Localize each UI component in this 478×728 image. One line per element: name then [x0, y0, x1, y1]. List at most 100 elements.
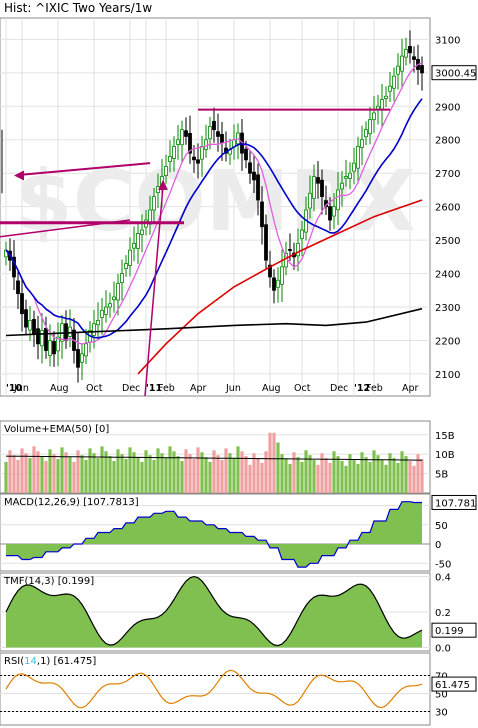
panel4-y-tick-2: 30	[435, 708, 448, 719]
candle-body	[164, 166, 168, 176]
volume-bar	[40, 456, 44, 493]
volume-y-tick-2: 5B	[435, 470, 448, 481]
candle-body	[384, 95, 388, 99]
volume-bar	[100, 446, 104, 493]
candle-body	[92, 323, 96, 336]
volume-bar	[240, 451, 244, 493]
volume-bar	[44, 460, 48, 493]
candle-body	[204, 139, 208, 150]
chart-title: Hist: ^IXIC Two Years/1w	[4, 1, 152, 15]
candle-body	[296, 243, 300, 257]
volume-bar	[32, 446, 36, 493]
volume-bar	[268, 432, 272, 493]
volume-bar	[224, 448, 228, 493]
x-label-10: Oct	[294, 383, 311, 394]
panel2-last-label: 107.781	[435, 498, 476, 509]
candle-body	[420, 65, 424, 74]
volume-bar	[140, 461, 144, 493]
candle-body	[36, 328, 40, 345]
volume-ema-line	[5, 455, 423, 461]
panel3-last-box	[431, 622, 477, 638]
candle-body	[56, 336, 60, 352]
candle-body	[392, 75, 396, 89]
volume-bar	[180, 460, 184, 493]
volume-y-tick-0: 15B	[435, 431, 455, 442]
candle-body	[188, 132, 192, 154]
price-y-tick-3: 2800	[435, 136, 460, 147]
volume-title: Volume+EMA(50) [0]	[4, 424, 109, 435]
x-label-12: '12	[354, 383, 370, 394]
rsi-title: RSI(14,1) [61.475]	[4, 656, 96, 667]
volume-bar	[408, 460, 412, 493]
volume-bar	[276, 442, 280, 493]
volume-bar	[404, 456, 408, 493]
volume-bar	[136, 457, 140, 493]
x-label-14: Apr	[402, 383, 419, 394]
volume-bar	[252, 453, 256, 493]
volume-bars	[4, 432, 424, 493]
panel3-last-label: 0.199	[435, 626, 464, 637]
volume-bar	[352, 459, 356, 493]
price-panel: $COMPX 310030002900280027002600250024002…	[0, 17, 477, 397]
volume-bar	[168, 446, 172, 493]
panel2-last-box	[431, 494, 477, 510]
candle-body	[412, 56, 416, 60]
volume-bar	[156, 448, 160, 493]
volume-bar	[76, 450, 80, 493]
candle-body	[220, 133, 224, 144]
volume-bar	[360, 452, 364, 493]
candle-body	[344, 176, 348, 179]
price-y-tick-0: 3100	[435, 35, 460, 46]
macd-histogram	[6, 501, 422, 568]
trend-arrow-up	[144, 186, 164, 397]
candle-body	[348, 172, 352, 179]
volume-bar	[236, 446, 240, 493]
volume-bar	[172, 451, 176, 493]
volume-bar	[184, 449, 188, 493]
volume-bar	[20, 448, 24, 493]
candle-body	[140, 229, 144, 235]
volume-bar	[16, 460, 20, 493]
panel2-y-tick-2: 0	[435, 540, 441, 551]
price-y-tick-9: 2200	[435, 336, 460, 347]
volume-bar	[304, 450, 308, 493]
volume-bar	[372, 450, 376, 493]
candle-body	[372, 112, 376, 121]
volume-bar	[12, 455, 16, 493]
volume-bar	[220, 460, 224, 493]
volume-bar	[196, 447, 200, 493]
volume-bar	[324, 458, 328, 493]
volume-bar	[84, 460, 88, 493]
volume-bar	[48, 449, 52, 493]
x-label-3: Oct	[86, 383, 103, 394]
candle-body	[128, 249, 132, 266]
candle-body	[408, 46, 412, 54]
rsi-panel-frame	[0, 652, 431, 726]
panel3-y-tick-2: 0.0	[435, 643, 451, 654]
volume-bar	[116, 449, 120, 493]
volume-bar	[300, 461, 304, 493]
candle-body	[256, 174, 260, 201]
price-grid	[0, 18, 430, 396]
macd-title: MACD(12,26,9) [107.7813]	[4, 497, 139, 508]
price-y-tick-4: 2700	[435, 169, 460, 180]
panel2-area	[6, 501, 422, 568]
candle-body	[76, 349, 80, 368]
candle-body	[352, 162, 356, 172]
price-y-tick-2: 2900	[435, 102, 460, 113]
candle-body	[20, 293, 24, 315]
candle-body	[212, 120, 216, 131]
candle-body	[404, 49, 408, 58]
panel2-y-tick-3: -50	[435, 559, 451, 570]
candle-body	[268, 264, 272, 278]
candle-body	[152, 196, 156, 211]
price-moving-averages	[5, 62, 423, 375]
volume-bar	[244, 456, 248, 493]
candle-body	[260, 201, 264, 228]
candle-body	[300, 229, 304, 239]
candle-body	[200, 146, 204, 160]
volume-bar	[108, 456, 112, 493]
candle-body	[108, 303, 112, 308]
last-price-box	[431, 65, 477, 81]
